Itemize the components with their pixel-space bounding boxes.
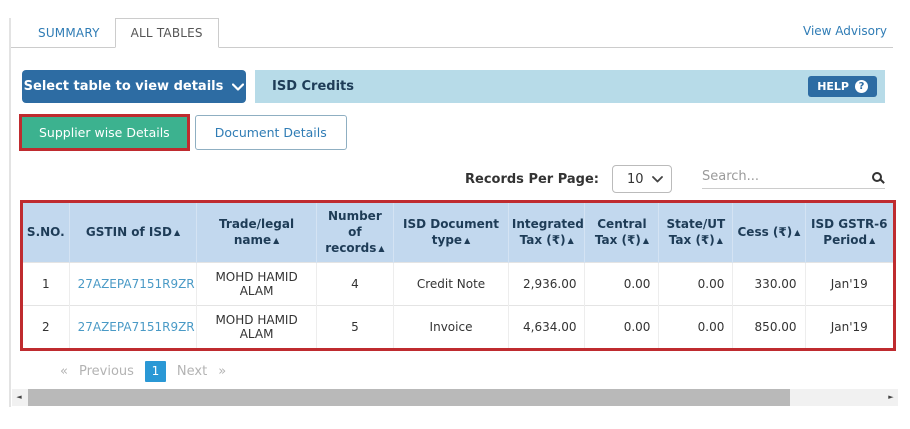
pagination-previous[interactable]: Previous xyxy=(78,363,134,379)
main-tab-bar: SUMMARY ALL TABLES View Advisory xyxy=(10,18,893,48)
table-controls: Records Per Page: 10 xyxy=(0,164,885,194)
col-header-label: Cess (₹) xyxy=(737,225,793,240)
pagination-last[interactable]: » xyxy=(218,363,227,379)
tab-all-tables[interactable]: ALL TABLES xyxy=(114,18,219,48)
col-header-period[interactable]: ISD GSTR-6 Period ▲ xyxy=(805,203,893,263)
col-header-label: Number of records xyxy=(325,209,382,256)
col-header-name[interactable]: Trade/legal name ▲ xyxy=(196,203,317,263)
cell-name: MOHD HAMID ALAM xyxy=(196,261,317,306)
section-title: ISD Credits xyxy=(272,79,354,94)
chevron-down-icon xyxy=(652,175,663,182)
sort-asc-icon: ▲ xyxy=(716,236,723,246)
view-advisory-link[interactable]: View Advisory xyxy=(803,24,887,38)
cell-records: 4 xyxy=(316,261,395,306)
scroll-right-icon[interactable]: ► xyxy=(888,393,894,402)
col-header-label: S.NO. xyxy=(26,225,65,240)
cell-sgst: 0.00 xyxy=(658,261,734,306)
col-header-label: Trade/legal name xyxy=(219,217,295,248)
search-field-wrap xyxy=(702,169,885,189)
cell-period: Jan'19 xyxy=(805,261,893,306)
supplier-wise-details-table: S.NO. GSTIN of ISD ▲ Trade/legal name ▲ Numbe… xyxy=(23,203,893,348)
col-header-label: ISD GSTR-6 Period xyxy=(811,217,888,248)
page-left-border xyxy=(9,18,11,407)
sort-asc-icon: ▲ xyxy=(174,228,181,238)
sort-asc-icon: ▲ xyxy=(378,244,385,254)
cell-name: MOHD HAMID ALAM xyxy=(196,304,317,348)
detail-tabs: Supplier wise Details Document Details xyxy=(19,114,910,151)
col-header-gstin[interactable]: GSTIN of ISD ▲ xyxy=(69,203,198,263)
section-header-bar: ISD Credits HELP ? xyxy=(255,70,885,103)
cell-cess: 330.00 xyxy=(732,261,806,306)
cell-doc_type: Invoice xyxy=(393,304,509,348)
cell-sno: 2 xyxy=(23,304,70,348)
cell-records: 5 xyxy=(316,304,395,348)
cell-sgst: 0.00 xyxy=(658,304,734,348)
records-per-page-value: 10 xyxy=(627,171,644,187)
scroll-left-icon[interactable]: ◄ xyxy=(16,393,22,402)
table-row: 1 27AZEPA7151R9ZR MOHD HAMID ALAM 4 Credit N… xyxy=(23,261,893,306)
col-header-label: ISD Document type xyxy=(402,217,500,248)
col-header-records[interactable]: Number of records ▲ xyxy=(316,203,395,263)
horizontal-scrollbar[interactable]: ◄ ► xyxy=(12,388,898,406)
pagination: « Previous 1 Next » xyxy=(60,360,910,382)
pagination-first[interactable]: « xyxy=(60,363,68,379)
col-header-label: Central Tax (₹) xyxy=(594,217,647,248)
red-annotation-box-table: S.NO. GSTIN of ISD ▲ Trade/legal name ▲ Numbe… xyxy=(20,200,896,351)
tab-summary[interactable]: SUMMARY xyxy=(38,26,100,40)
gstin-link[interactable]: 27AZEPA7151R9ZR xyxy=(77,319,195,334)
chevron-down-icon xyxy=(232,82,245,91)
help-button[interactable]: HELP ? xyxy=(808,76,877,97)
red-annotation-box-supplier-tab: Supplier wise Details xyxy=(19,114,190,151)
table-row: 2 27AZEPA7151R9ZR MOHD HAMID ALAM 5 Invoice 4… xyxy=(23,304,893,348)
cell-sno: 1 xyxy=(23,261,70,306)
col-header-cess[interactable]: Cess (₹) ▲ xyxy=(732,203,806,263)
table-header-row: S.NO. GSTIN of ISD ▲ Trade/legal name ▲ Numbe… xyxy=(23,203,893,263)
select-table-dropdown-button[interactable]: Select table to view details xyxy=(22,70,246,103)
sort-asc-icon: ▲ xyxy=(464,236,471,246)
sort-asc-icon: ▲ xyxy=(869,236,876,246)
cell-cgst: 0.00 xyxy=(584,304,660,348)
tab-supplier-wise-details[interactable]: Supplier wise Details xyxy=(22,117,187,148)
question-mark-icon: ? xyxy=(855,80,868,93)
help-label: HELP xyxy=(817,80,849,93)
tab-document-details[interactable]: Document Details xyxy=(194,115,347,150)
col-header-sno: S.NO. xyxy=(23,203,70,263)
search-icon[interactable] xyxy=(872,171,882,182)
pagination-next[interactable]: Next xyxy=(176,363,208,379)
sort-asc-icon: ▲ xyxy=(567,236,574,246)
col-header-label: Integrated Tax (₹) xyxy=(511,217,584,248)
cell-igst: 4,634.00 xyxy=(508,304,586,348)
search-input[interactable] xyxy=(702,169,872,184)
col-header-igst[interactable]: Integrated Tax (₹) ▲ xyxy=(508,203,586,263)
cell-gstin: 27AZEPA7151R9ZR xyxy=(69,261,198,306)
toolbar: Select table to view details ISD Credits… xyxy=(22,70,885,103)
isd-credits-page: SUMMARY ALL TABLES View Advisory Select … xyxy=(0,18,910,429)
records-per-page-select[interactable]: 10 xyxy=(612,165,672,193)
cell-cess: 850.00 xyxy=(732,304,806,348)
select-table-label: Select table to view details xyxy=(23,79,224,94)
sort-asc-icon: ▲ xyxy=(794,228,801,238)
cell-period: Jan'19 xyxy=(805,304,893,348)
gstin-link[interactable]: 27AZEPA7151R9ZR xyxy=(77,276,195,291)
table-body: 1 27AZEPA7151R9ZR MOHD HAMID ALAM 4 Credit N… xyxy=(23,261,893,348)
records-per-page-label: Records Per Page: xyxy=(465,171,599,187)
sort-asc-icon: ▲ xyxy=(273,236,280,246)
cell-doc_type: Credit Note xyxy=(393,261,509,306)
cell-gstin: 27AZEPA7151R9ZR xyxy=(69,304,198,348)
pagination-page-1[interactable]: 1 xyxy=(144,360,166,382)
scrollbar-thumb[interactable] xyxy=(28,388,790,406)
col-header-cgst[interactable]: Central Tax (₹) ▲ xyxy=(584,203,660,263)
cell-cgst: 0.00 xyxy=(584,261,660,306)
col-header-label: State/UT Tax (₹) xyxy=(666,217,726,248)
cell-igst: 2,936.00 xyxy=(508,261,586,306)
sort-asc-icon: ▲ xyxy=(642,236,649,246)
col-header-label: GSTIN of ISD xyxy=(85,225,172,240)
col-header-doc_type[interactable]: ISD Document type ▲ xyxy=(393,203,509,263)
col-header-sgst[interactable]: State/UT Tax (₹) ▲ xyxy=(658,203,734,263)
